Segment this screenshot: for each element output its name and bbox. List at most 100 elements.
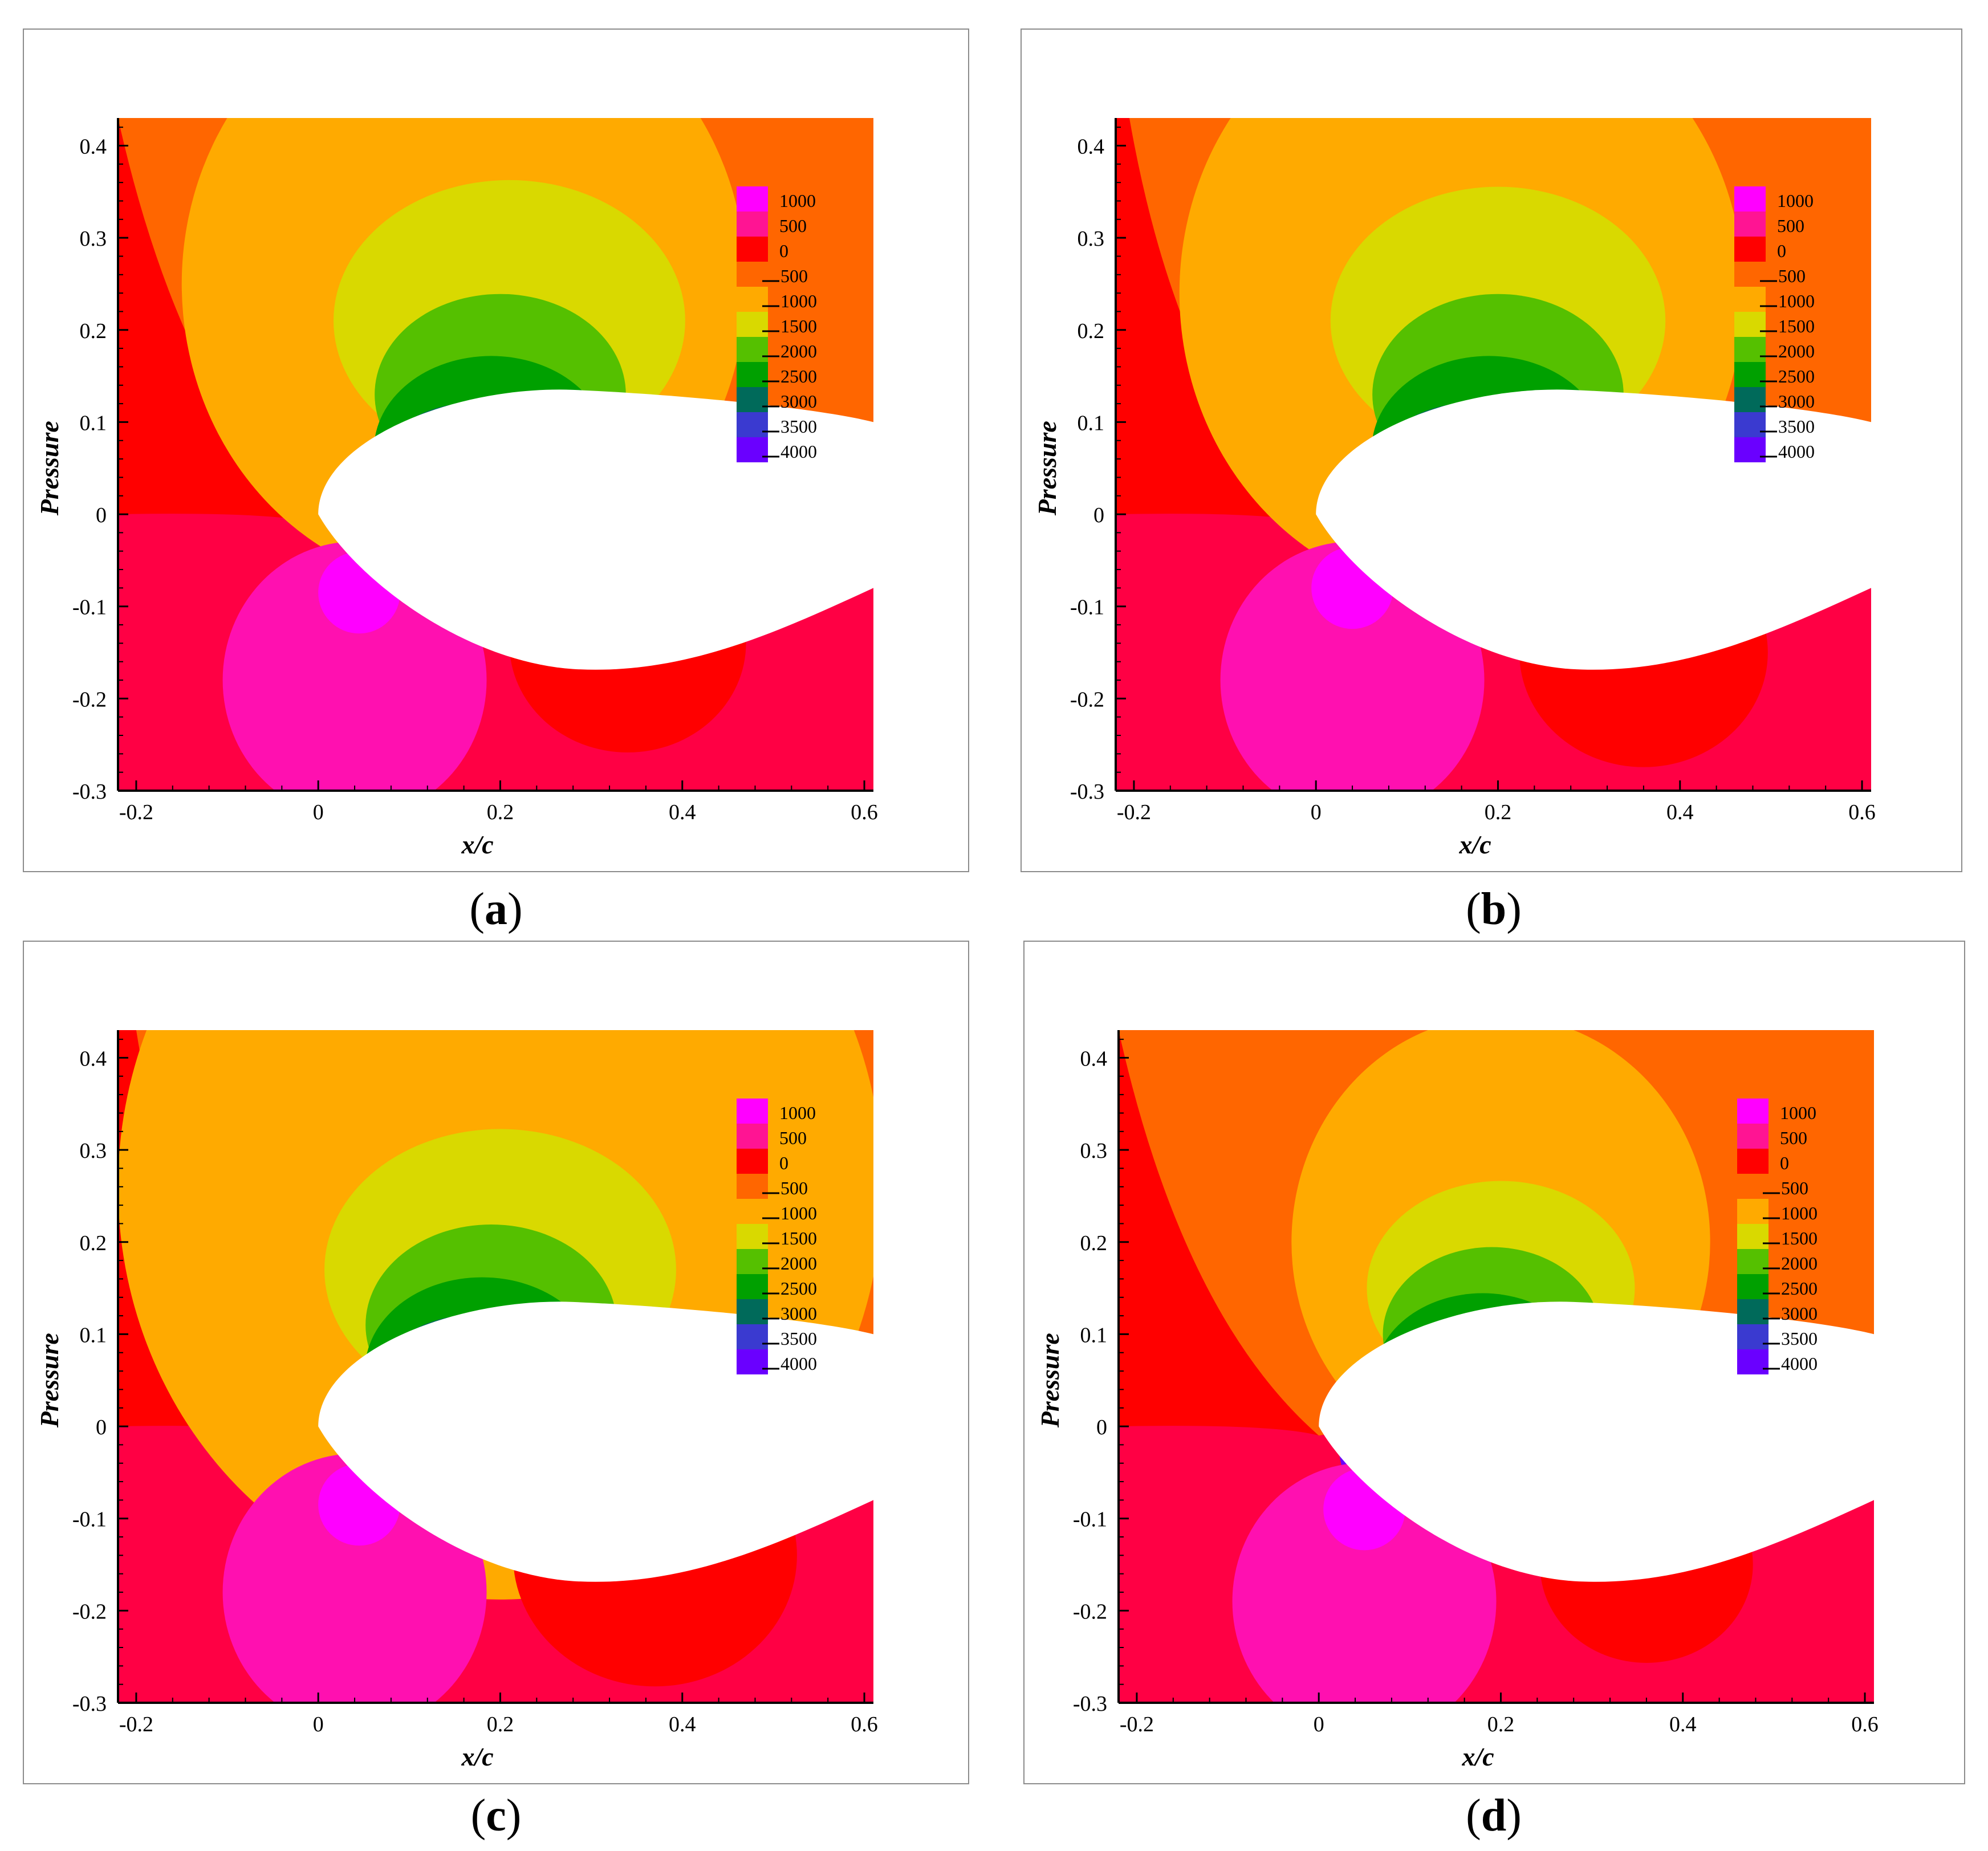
x-tick-label: 0 (1311, 800, 1322, 824)
legend-swatch (737, 337, 768, 362)
legend-label: 500 (1781, 1178, 1808, 1198)
legend-swatch (1737, 1099, 1769, 1124)
legend-label: 3000 (780, 391, 817, 412)
legend-label: 500 (1777, 215, 1804, 236)
y-tick-label: -0.3 (1070, 780, 1104, 804)
legend-label: 500 (1778, 266, 1806, 286)
chart-panel-c: 0.4 0.3 0.2 0.1 0 -0.1 -0.2 -0.3 -0.2 0 0.2 0.4 0.6 x… (23, 941, 969, 1784)
y-axis-title: Pressure (1035, 1333, 1064, 1428)
y-tick-label: -0.3 (1073, 1692, 1107, 1716)
x-tick-label: 0.4 (669, 800, 696, 824)
y-tick-label: -0.1 (72, 1508, 107, 1532)
legend-swatch (737, 1174, 768, 1199)
x-tick-label: 0 (313, 1712, 324, 1736)
legend-swatch (1737, 1124, 1769, 1149)
legend: 1000 500 0 500 1000 1500 2000 2500 3000 3500 4000 (737, 186, 817, 462)
legend-swatch (1734, 287, 1766, 312)
contour-field (118, 118, 873, 791)
y-axis-title: Pressure (1032, 421, 1062, 516)
legend-label: 2500 (780, 366, 817, 387)
legend-label: 1500 (1781, 1228, 1818, 1248)
legend-label: 1000 (780, 291, 817, 311)
legend-swatch (1734, 186, 1766, 211)
y-tick-label: 0.2 (1078, 319, 1105, 343)
x-tick-label: 0.6 (1851, 1712, 1879, 1736)
legend-label: 1500 (780, 1228, 817, 1248)
y-tick-label: 0.4 (1078, 135, 1105, 158)
airfoil-shape (318, 1301, 873, 1582)
legend-swatch (737, 186, 768, 211)
legend-label: 2000 (780, 341, 817, 361)
x-axis-title: x/c (1461, 1742, 1494, 1771)
legend-label: 1000 (1778, 291, 1815, 311)
legend-swatch (737, 1299, 768, 1324)
airfoil-shape (1319, 1301, 1874, 1582)
legend-label: 3500 (780, 1328, 817, 1349)
legend-swatch (1737, 1199, 1769, 1224)
legend-swatch (1737, 1299, 1769, 1324)
legend-label: 1000 (1777, 190, 1814, 211)
x-axis-title: x/c (461, 1742, 493, 1771)
y-tick-label: 0.1 (80, 1323, 107, 1347)
legend-label: 2500 (1781, 1278, 1818, 1299)
chart-panel-b: 0.4 0.3 0.2 0.1 0 -0.1 -0.2 -0.3 -0.2 0 0.2 0.4 0.6 x… (1021, 29, 1962, 872)
y-tick-label: -0.2 (72, 687, 107, 711)
x-tick-label: -0.2 (119, 800, 153, 824)
legend: 1000 500 0 500 1000 1500 2000 2500 3000 3500 4000 (1737, 1099, 1818, 1374)
legend-label: 0 (779, 241, 788, 261)
x-axis-title: x/c (461, 830, 493, 859)
legend-swatch (1734, 387, 1766, 412)
legend: 1000 500 0 500 1000 1500 2000 2500 3000 3500 4000 (1734, 186, 1815, 462)
legend-label: 3000 (1781, 1303, 1818, 1324)
legend-swatch (737, 1249, 768, 1274)
legend-swatch (737, 287, 768, 312)
x-tick-label: -0.2 (1120, 1712, 1154, 1736)
panel-caption-letter: b (1481, 884, 1507, 934)
x-tick-label: 0.4 (1666, 800, 1694, 824)
panel-caption-letter: d (1481, 1791, 1507, 1841)
legend-label: 3000 (780, 1303, 817, 1324)
contour-plot-svg: 0.4 0.3 0.2 0.1 0 -0.1 -0.2 -0.3 -0.2 0 0.2 0.4 0.6 x… (1032, 118, 1876, 859)
y-tick-label: 0.1 (80, 411, 107, 435)
y-tick-label: -0.1 (72, 596, 107, 620)
legend-label: 3500 (780, 416, 817, 437)
y-axis-title: Pressure (35, 421, 64, 516)
legend-swatch (737, 237, 768, 262)
y-tick-label: 0 (96, 503, 107, 527)
panel-caption-letter: a (485, 884, 507, 934)
legend-swatch (737, 262, 768, 287)
legend: 1000 500 0 500 1000 1500 2000 2500 3000 3500 4000 (737, 1099, 817, 1374)
legend-swatch (737, 1324, 768, 1349)
chart-panel-a: 0.4 0.3 0.2 0.1 0 -0.1 -0.2 -0.3 -0.2 0 0.2 0.4 0.6 x… (23, 29, 969, 872)
legend-swatch (1734, 211, 1766, 237)
legend-swatch (1734, 237, 1766, 262)
x-tick-label: 0.2 (487, 1712, 514, 1736)
x-tick-label: 0.6 (851, 800, 878, 824)
y-tick-label: 0.2 (1080, 1231, 1108, 1255)
legend-label: 3500 (1778, 416, 1815, 437)
contour-plot-svg: 0.4 0.3 0.2 0.1 0 -0.1 -0.2 -0.3 -0.2 0 0.2 0.4 0.6 x… (35, 1030, 878, 1771)
legend-label: 0 (1777, 241, 1786, 261)
x-tick-label: 0.2 (1485, 800, 1512, 824)
legend-swatch (1734, 362, 1766, 387)
legend-swatch (1734, 262, 1766, 287)
y-axis-title: Pressure (35, 1333, 64, 1428)
legend-label: 500 (779, 1128, 807, 1148)
airfoil-shape (318, 389, 873, 670)
legend-label: 500 (780, 266, 808, 286)
legend-label: 4000 (1778, 441, 1815, 462)
x-tick-label: 0 (313, 800, 324, 824)
panel-caption: (b) (1466, 884, 1522, 934)
x-tick-label: 0 (1314, 1712, 1324, 1736)
legend-label: 4000 (780, 441, 817, 462)
y-tick-label: -0.3 (72, 1692, 107, 1716)
legend-label: 2000 (1778, 341, 1815, 361)
y-tick-label: 0.1 (1078, 411, 1105, 435)
legend-label: 500 (779, 215, 807, 236)
panel-caption: (a) (469, 884, 523, 934)
y-tick-label: 0.4 (80, 135, 107, 158)
x-tick-label: 0.2 (487, 800, 514, 824)
panel-caption-letter: c (486, 1791, 506, 1841)
legend-label: 2500 (780, 1278, 817, 1299)
y-tick-label: 0.2 (80, 319, 107, 343)
